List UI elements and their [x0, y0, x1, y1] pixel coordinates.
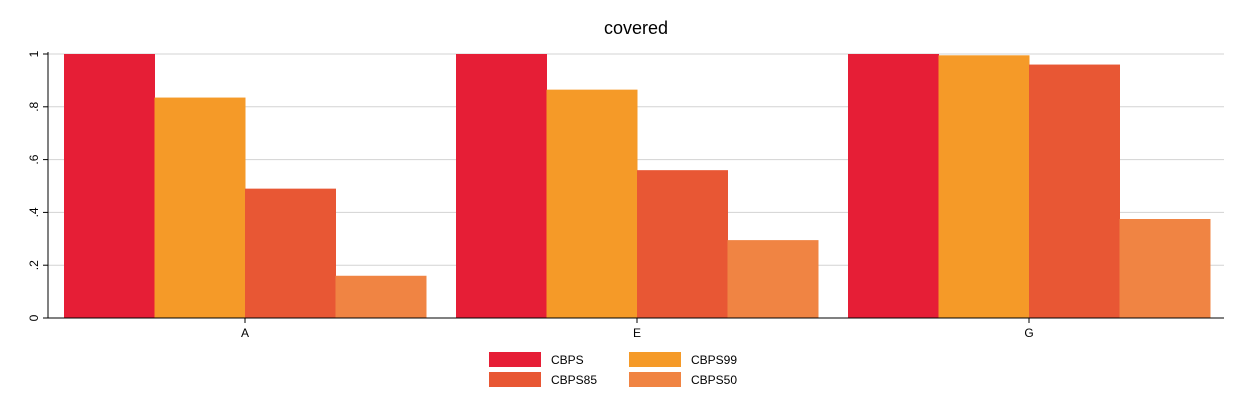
chart-title: covered: [604, 18, 668, 38]
y-tick-label: .8: [27, 101, 41, 111]
bars: [64, 54, 1211, 318]
legend-swatch-cbps50: [629, 372, 681, 387]
bar-cbps50-e: [727, 240, 819, 318]
y-tick-label: .4: [27, 207, 41, 217]
legend-label-cbps50: CBPS50: [691, 373, 737, 387]
y-tick-label: 1: [27, 50, 41, 57]
bar-cbps85-e: [637, 170, 728, 318]
x-tick-label: E: [633, 326, 641, 340]
y-tick-label: .2: [27, 260, 41, 270]
legend-swatch-cbps: [489, 352, 541, 367]
bar-cbps99-a: [154, 97, 246, 318]
legend-swatch-cbps99: [629, 352, 681, 367]
bar-cbps50-a: [335, 275, 427, 318]
x-tick-label: A: [241, 326, 249, 340]
legend-label-cbps85: CBPS85: [551, 373, 597, 387]
legend-swatch-cbps85: [489, 372, 541, 387]
bar-cbps50-g: [1119, 219, 1211, 318]
x-tick-label: G: [1024, 326, 1033, 340]
bar-cbps-a: [64, 54, 155, 318]
legend-label-cbps: CBPS: [551, 353, 584, 367]
bar-cbps-e: [456, 54, 547, 318]
bar-cbps85-g: [1029, 64, 1120, 318]
bar-cbps-g: [848, 54, 939, 318]
axes: 0 .2 .4 .6 .8 1 A E G: [27, 50, 1224, 340]
legend-label-cbps99: CBPS99: [691, 353, 737, 367]
bar-cbps99-g: [938, 55, 1030, 318]
bar-cbps99-e: [546, 89, 638, 318]
y-tick-label: 0: [27, 314, 41, 321]
y-tick-label: .6: [27, 154, 41, 164]
bar-cbps85-a: [245, 188, 336, 318]
legend: CBPS CBPS99 CBPS85 CBPS50: [489, 352, 737, 387]
